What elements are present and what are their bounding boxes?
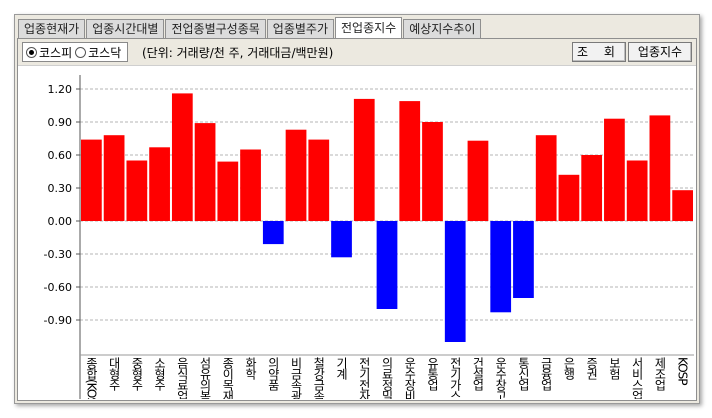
x-tick-label: 금융업	[539, 357, 553, 391]
bar[interactable]	[672, 190, 693, 221]
x-axis: 종합(KOSP 대형주 중형주 소형주 음식료업 섬유의복 종이목재 화학 의약품 비금속광 철강금…	[80, 354, 694, 399]
x-tick-label: 종이목재	[221, 357, 235, 399]
bar[interactable]	[513, 221, 534, 298]
tab-sector-stock-price[interactable]: 업종별주가	[266, 19, 334, 38]
tab-sector-price[interactable]: 업종현재가	[18, 19, 86, 38]
bar[interactable]	[649, 115, 671, 221]
bar[interactable]	[194, 123, 216, 221]
x-tick-label: 서비스업	[630, 357, 644, 399]
bar[interactable]	[604, 118, 625, 221]
bar[interactable]	[467, 140, 489, 221]
radio-unselected-icon	[75, 46, 87, 58]
bar[interactable]	[444, 221, 466, 342]
bar[interactable]	[240, 149, 261, 222]
y-tick-label: 0.90	[48, 116, 73, 129]
sector-change-chart: 1.20 0.90 0.60 0.30 0.00 -0.30 -0.60 -0.90 종합(K…	[44, 75, 694, 399]
market-radio-group: 코스피 코스닥	[22, 42, 129, 62]
bar[interactable]	[626, 160, 648, 222]
kospi-radio[interactable]: 코스피	[26, 44, 72, 61]
x-tick-label: 증권	[585, 357, 599, 380]
bar[interactable]	[422, 122, 443, 221]
bar[interactable]	[171, 93, 193, 221]
y-tick-label: 1.20	[48, 83, 73, 96]
query-button[interactable]: 조 회	[572, 42, 626, 62]
x-tick-label: 기계	[335, 357, 349, 380]
x-tick-label: 비금속광	[289, 357, 303, 399]
bar-series	[81, 93, 693, 342]
bar[interactable]	[103, 135, 125, 221]
bar[interactable]	[308, 139, 330, 221]
x-tick-label: KOSP	[676, 357, 690, 385]
bar[interactable]	[331, 221, 352, 258]
x-tick-label: 통신업	[516, 357, 530, 391]
x-tick-label: 철강금속	[312, 357, 326, 399]
bar[interactable]	[285, 129, 307, 221]
bar[interactable]	[149, 147, 170, 221]
toolbar: 코스피 코스닥 (단위: 거래량/천 주, 거래대금/백만원) 조 회 업종지수	[18, 39, 696, 66]
x-tick-label: 대형주	[107, 357, 121, 391]
bar[interactable]	[262, 221, 284, 245]
x-tick-label: 의약품	[266, 357, 280, 391]
x-tick-label: 운수장비	[403, 357, 417, 399]
unit-label: (단위: 거래량/천 주, 거래대금/백만원)	[142, 46, 334, 60]
bar[interactable]	[81, 139, 102, 221]
x-tick-label: 제조업	[653, 357, 667, 391]
bar[interactable]	[535, 135, 557, 221]
x-tick-label: 전기가스	[448, 357, 462, 399]
bar[interactable]	[558, 174, 580, 221]
tab-expected-index-trend[interactable]: 예상지수추이	[403, 19, 482, 38]
x-tick-label: 중형주	[130, 357, 144, 391]
x-tick-label: 화학	[244, 357, 258, 380]
x-tick-label: 소형주	[153, 357, 167, 391]
y-tick-label: -0.30	[44, 248, 72, 261]
y-tick-label: 0.30	[48, 182, 73, 195]
x-tick-label: 운수창고	[494, 357, 508, 399]
radio-selected-icon	[26, 46, 37, 58]
y-tick-label: 0.00	[48, 215, 73, 228]
x-tick-label: 의료정밀	[380, 357, 394, 399]
bar[interactable]	[399, 101, 421, 221]
kosdaq-radio[interactable]: 코스닥	[75, 44, 121, 61]
x-tick-label: 은행	[562, 357, 576, 380]
bar[interactable]	[126, 160, 148, 222]
bar[interactable]	[353, 98, 375, 221]
bar[interactable]	[376, 221, 398, 309]
x-tick-label: 전기전자	[357, 357, 371, 399]
kospi-radio-label: 코스피	[39, 45, 73, 60]
tab-all-sector-index[interactable]: 전업종지수	[334, 17, 403, 38]
bar[interactable]	[581, 155, 603, 221]
window-frame: 업종현재가 업종시간대별 전업종별구성종목 업종별주가 전업종지수 예상지수추이…	[14, 14, 700, 404]
tab-sector-by-time[interactable]: 업종시간대별	[86, 19, 165, 38]
x-tick-label: 음식료업	[175, 357, 189, 399]
content-panel: 코스피 코스닥 (단위: 거래량/천 주, 거래대금/백만원) 조 회 업종지수…	[17, 38, 697, 401]
bar[interactable]	[490, 221, 512, 313]
tab-bar: 업종현재가 업종시간대별 전업종별구성종목 업종별주가 전업종지수 예상지수추이	[18, 17, 482, 39]
bar[interactable]	[217, 161, 239, 221]
kosdaq-radio-label: 코스닥	[88, 45, 122, 60]
x-tick-label: 보험	[607, 357, 621, 380]
y-tick-label: 0.60	[48, 149, 73, 162]
y-axis: 1.20 0.90 0.60 0.30 0.00 -0.30 -0.60 -0.90	[44, 75, 81, 399]
x-tick-label: 유통업	[425, 357, 439, 391]
tab-all-sector-constituents[interactable]: 전업종별구성종목	[165, 19, 266, 38]
sector-index-button[interactable]: 업종지수	[628, 42, 692, 62]
x-tick-label: 종합(KOSP	[84, 357, 98, 399]
x-tick-label: 건설업	[471, 357, 485, 391]
y-tick-label: -0.60	[44, 281, 72, 294]
y-tick-label: -0.90	[44, 314, 72, 327]
x-tick-label: 섬유의복	[198, 357, 212, 399]
